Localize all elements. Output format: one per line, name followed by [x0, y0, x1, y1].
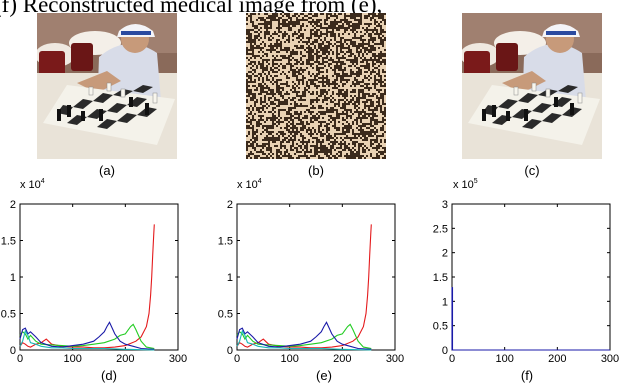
y-tick-label: 0.5: [1, 309, 16, 321]
y-tick-label: 0: [227, 345, 233, 357]
series-line-green: [236, 323, 372, 350]
x-tick-label: 0: [17, 353, 23, 365]
chess-photo-a-image: [37, 13, 177, 159]
plot-frame: [451, 203, 611, 351]
series-line-cyan: [19, 329, 155, 351]
series-line-blue: [236, 321, 372, 350]
y-tick-label: 0.5: [218, 309, 233, 321]
y-tick-label: 1.5: [218, 236, 233, 248]
histogram-plot-d: 0 100 200 300 0 0.5 1 1.5 2: [1, 199, 187, 365]
chess-photo-decrypted: [462, 13, 602, 159]
y-tick-label: 1: [10, 272, 16, 284]
y-tick-label: 0: [10, 345, 16, 357]
x-tick-label: 100: [495, 353, 513, 365]
figure-heading: (f) Reconstructed medical image from (e)…: [0, 0, 383, 17]
caption-c: (c): [524, 163, 540, 178]
series-line-blue: [451, 287, 610, 351]
caption-a: (a): [99, 163, 115, 178]
y-tick-label: 0: [442, 345, 448, 357]
y-tick-label: 2.5: [433, 223, 448, 235]
y-tick-label: 3: [442, 199, 448, 211]
y-tick-label: 1.5: [1, 236, 16, 248]
y-tick-label: 0.5: [433, 321, 448, 333]
x-tick-label: 200: [333, 353, 351, 365]
chess-photo-original: [37, 13, 177, 159]
x-tick-label: 100: [63, 353, 81, 365]
plot-e-exponent: x 104: [237, 178, 262, 191]
y-tick-label: 2: [442, 248, 448, 260]
x-tick-label: 200: [548, 353, 566, 365]
chess-photo-c-image: [462, 13, 602, 159]
caption-b: (b): [308, 163, 324, 178]
y-tick-label: 1: [442, 296, 448, 308]
caption-e: (e): [316, 368, 332, 383]
series-line-green: [19, 323, 155, 350]
noise-pattern-image: [246, 13, 386, 159]
plot-f-exponent: x 105: [453, 178, 478, 191]
caption-d: (d): [101, 368, 117, 383]
x-tick-label: 0: [234, 353, 240, 365]
series-line-red: [19, 224, 155, 349]
series-line-red: [236, 224, 372, 349]
series-line-cyan: [236, 329, 372, 351]
histogram-plot-f: 0 100 200 300 0 0.5 1 1.5 2 2.5 3: [433, 199, 619, 365]
y-tick-label: 1.5: [433, 272, 448, 284]
x-tick-label: 0: [449, 353, 455, 365]
x-tick-label: 300: [386, 353, 404, 365]
x-tick-label: 300: [601, 353, 619, 365]
y-tick-label: 1: [227, 272, 233, 284]
x-tick-label: 200: [116, 353, 134, 365]
caption-f: (f): [520, 368, 534, 383]
plot-d-exponent: x 104: [20, 178, 45, 191]
histogram-plot-e: 0 100 200 300 0 0.5 1 1.5 2: [218, 199, 404, 365]
x-tick-label: 300: [169, 353, 187, 365]
series-line-blue: [19, 321, 155, 350]
x-tick-label: 100: [280, 353, 298, 365]
y-tick-label: 2: [10, 199, 16, 211]
encrypted-noise-image: [246, 13, 386, 159]
y-tick-label: 2: [227, 199, 233, 211]
